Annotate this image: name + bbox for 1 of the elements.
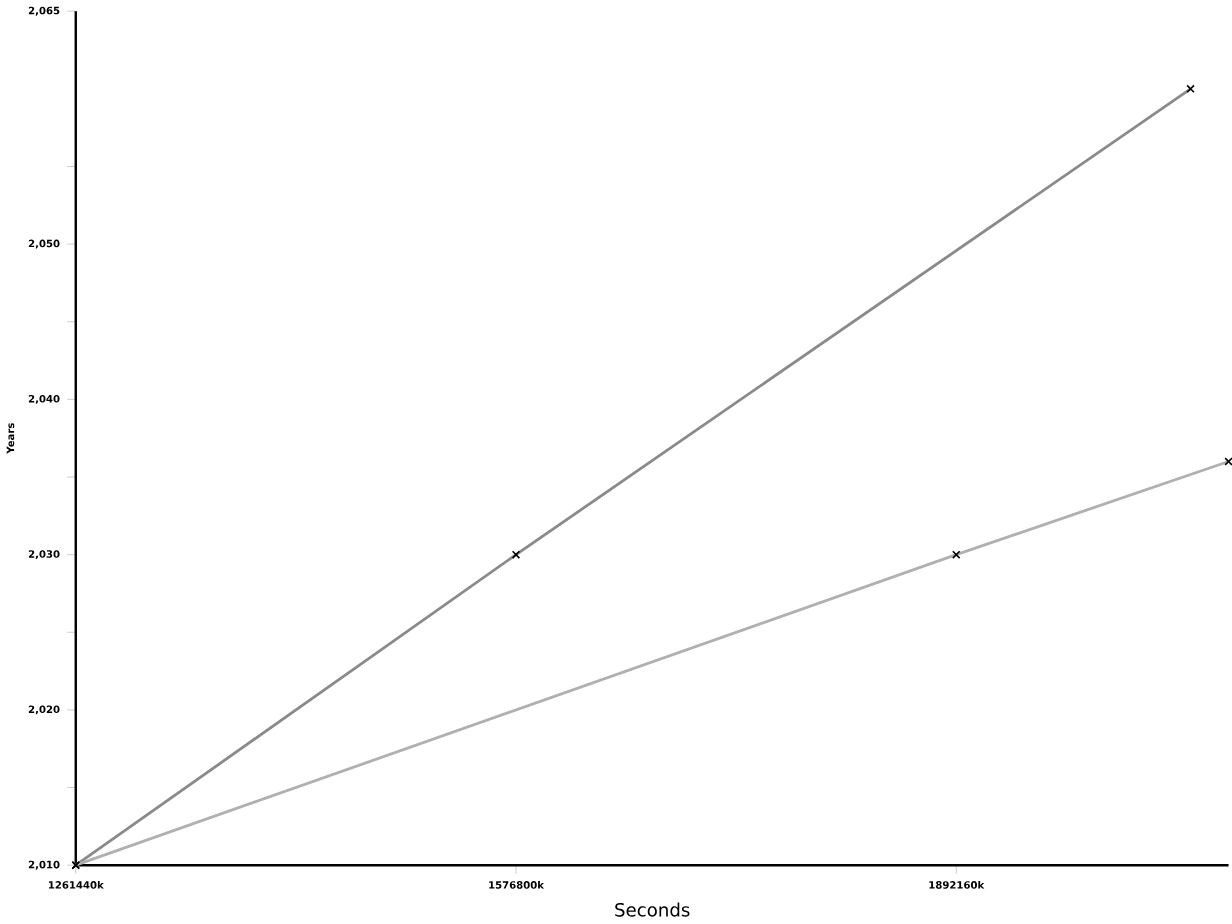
x-axis-title: Seconds xyxy=(615,902,690,917)
